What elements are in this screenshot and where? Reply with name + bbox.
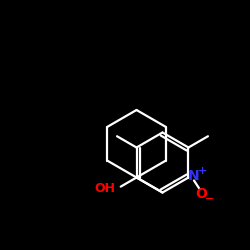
- Text: −: −: [204, 194, 214, 204]
- Text: +: +: [198, 166, 207, 175]
- Text: OH: OH: [94, 182, 116, 195]
- Text: N: N: [188, 169, 200, 183]
- Text: O: O: [195, 187, 207, 201]
